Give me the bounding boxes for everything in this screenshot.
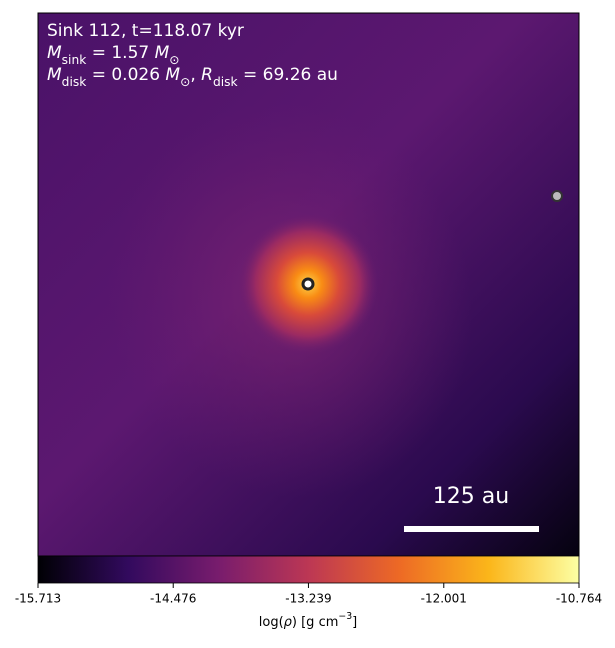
text-piece: = 69.26 au	[238, 65, 338, 85]
tick-label: -12.001	[421, 592, 467, 606]
text-piece: ) [g cm	[292, 615, 338, 630]
text-piece: ⊙	[169, 53, 179, 67]
text-piece: ⊙	[180, 75, 190, 89]
text-piece: log(	[259, 615, 284, 630]
annotation-line: Sink 112, t=118.07 kyr	[47, 21, 244, 41]
annotation-line: Mdisk = 0.026 M⊙, Rdisk = 69.26 au	[47, 65, 338, 89]
colorbar	[37, 555, 580, 584]
text-piece: Sink 112, t=118.07 kyr	[47, 21, 244, 41]
colorbar-ticks: -15.713 -14.476 -13.239 -12.001 -10.764	[15, 583, 602, 606]
text-piece: R	[201, 65, 213, 85]
tick-label: -15.713	[15, 592, 61, 606]
density-image	[38, 13, 579, 556]
text-piece: sink	[62, 53, 88, 67]
text-piece: disk	[62, 75, 88, 89]
text-piece: M	[47, 65, 62, 85]
tick-label: -13.239	[285, 592, 331, 606]
scale-bar-label: 125 au	[433, 484, 509, 509]
text-piece: −3	[338, 611, 352, 622]
text-piece: M	[155, 43, 170, 63]
text-piece: ρ	[284, 615, 293, 630]
text-piece: ,	[190, 65, 201, 85]
sink	[301, 277, 315, 291]
tick-label: -10.764	[556, 592, 602, 606]
text-piece: disk	[213, 75, 239, 89]
annotation-line: Msink = 1.57 M⊙	[47, 43, 180, 67]
text-piece: M	[165, 65, 180, 85]
text-piece: = 0.026	[86, 65, 165, 85]
sink	[551, 190, 563, 202]
colorbar-label: log(ρ) [g cm−3]	[259, 611, 358, 630]
tick-label: -14.476	[150, 592, 196, 606]
text-piece: M	[47, 43, 62, 63]
text-piece: = 1.57	[86, 43, 154, 63]
text-piece: ]	[352, 615, 357, 630]
